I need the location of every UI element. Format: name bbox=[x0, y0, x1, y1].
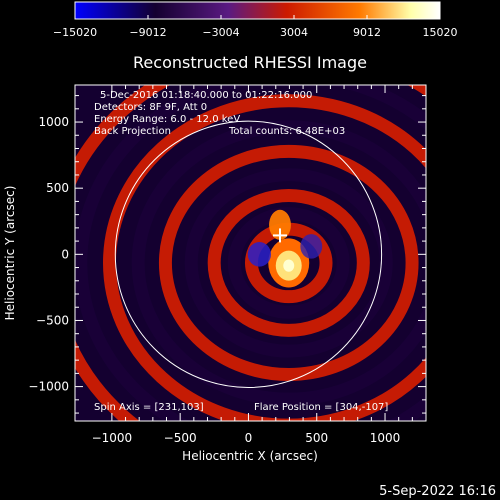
colorbar-tick-label: 3004 bbox=[280, 26, 308, 39]
intensity-band bbox=[184, 168, 393, 358]
intensity-band bbox=[227, 207, 350, 319]
x-axis-label: Heliocentric X (arcsec) bbox=[182, 449, 318, 463]
x-axis-ticks bbox=[111, 85, 413, 421]
spin-axis-marker bbox=[273, 228, 288, 243]
x-tick-label: −1000 bbox=[92, 431, 133, 445]
intensity-band bbox=[75, 85, 426, 421]
y-axis-ticks bbox=[75, 95, 426, 414]
colorbar-tick-label: −3004 bbox=[202, 26, 239, 39]
y-tick-label: 1000 bbox=[38, 115, 69, 129]
y-tick-label: 0 bbox=[61, 247, 69, 261]
source-center bbox=[283, 259, 295, 272]
intensity-rings bbox=[75, 85, 426, 421]
spin-axis-label: Spin Axis = [231,103] bbox=[94, 402, 204, 413]
colorbar-ticks bbox=[74, 15, 441, 19]
solar-limb bbox=[114, 120, 383, 388]
energy-range: Energy Range: 6.0 - 12.0 keV bbox=[94, 114, 240, 125]
y-tick-label: −500 bbox=[36, 313, 69, 327]
x-tick-label: 500 bbox=[305, 431, 328, 445]
y-tick-label: 500 bbox=[46, 181, 69, 195]
flare-position-label: Flare Position = [304,-107] bbox=[254, 402, 388, 413]
colorbar-tick-label: −9012 bbox=[129, 26, 166, 39]
y-axis-label: Heliocentric Y (arcsec) bbox=[3, 186, 17, 321]
intensity-band bbox=[158, 144, 419, 381]
colorbar bbox=[74, 1, 441, 20]
negative-lobe bbox=[300, 234, 323, 259]
negative-lobe bbox=[247, 242, 271, 267]
intensity-band bbox=[207, 188, 370, 337]
colorbar-tick-label: 9012 bbox=[353, 26, 381, 39]
colorbar-tick-label: −15020 bbox=[53, 26, 97, 39]
chart-title: Reconstructed RHESSI Image bbox=[133, 53, 367, 72]
y-tick-label: −1000 bbox=[28, 380, 69, 394]
intensity-band bbox=[103, 94, 426, 421]
x-tick-label: 0 bbox=[245, 431, 253, 445]
intensity-band bbox=[131, 120, 426, 406]
plot-frame bbox=[74, 84, 427, 422]
method-label: Back Projection bbox=[94, 126, 171, 137]
source-core bbox=[247, 209, 323, 288]
footer-date: 5-Sep-2022 16:16 bbox=[379, 484, 496, 499]
x-tick-label: −500 bbox=[164, 431, 197, 445]
colorbar-tick-label: 15020 bbox=[423, 26, 458, 39]
observation-time: 5-Dec-2016 01:18:40.000 to 01:22:16.000 bbox=[100, 90, 312, 101]
detectors-info: Detectors: 8F 9F, Att 0 bbox=[94, 102, 207, 113]
x-tick-label: 1000 bbox=[370, 431, 401, 445]
total-counts: Total counts: 6.48E+03 bbox=[228, 126, 345, 137]
upper-lobe bbox=[269, 209, 291, 240]
